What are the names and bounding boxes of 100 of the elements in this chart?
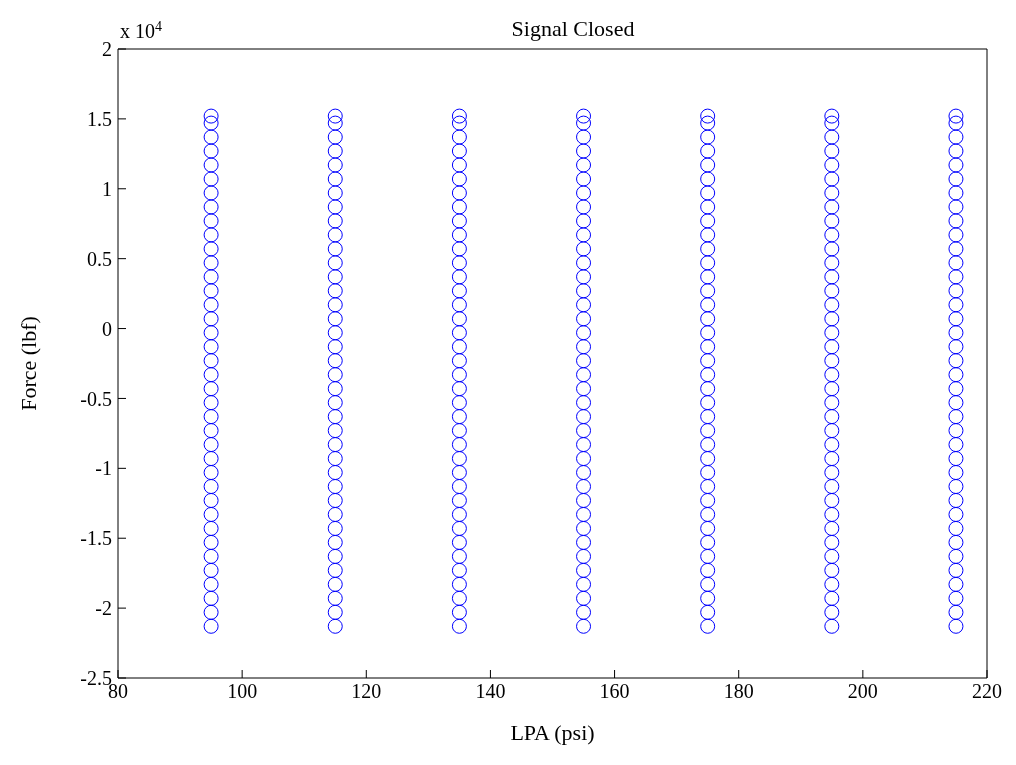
point	[451, 157, 467, 173]
point	[203, 227, 219, 243]
point	[700, 255, 716, 271]
point	[948, 325, 964, 341]
point	[451, 506, 467, 522]
point	[576, 409, 592, 425]
point	[203, 423, 219, 439]
point	[203, 409, 219, 425]
point	[948, 479, 964, 494]
point	[327, 171, 343, 187]
point	[203, 108, 219, 124]
point	[451, 143, 467, 159]
point	[948, 437, 964, 453]
point	[576, 492, 592, 508]
point	[327, 311, 343, 327]
point	[824, 548, 840, 564]
point	[700, 534, 716, 550]
point	[327, 548, 343, 564]
point	[948, 395, 964, 411]
point	[948, 465, 964, 481]
y-axis-title: Force (lbf)	[15, 316, 41, 411]
point	[700, 548, 716, 564]
point	[327, 506, 343, 522]
point	[576, 479, 592, 494]
point	[576, 311, 592, 327]
point	[700, 157, 716, 173]
y-tick-label: -1.5	[80, 527, 112, 550]
point	[948, 534, 964, 550]
point	[327, 339, 343, 355]
point	[576, 437, 592, 453]
point	[948, 241, 964, 257]
point	[576, 548, 592, 564]
point	[948, 108, 964, 124]
point	[327, 129, 343, 145]
point	[451, 353, 467, 369]
point	[451, 241, 467, 257]
point	[451, 437, 467, 453]
point	[824, 325, 840, 341]
point	[824, 465, 840, 481]
point	[327, 269, 343, 285]
point	[948, 115, 964, 131]
point	[203, 171, 219, 187]
point	[327, 604, 343, 620]
point	[824, 562, 840, 578]
point	[824, 367, 840, 383]
point	[700, 562, 716, 578]
point	[824, 395, 840, 411]
point	[948, 451, 964, 467]
point	[576, 297, 592, 313]
point	[451, 339, 467, 355]
point	[824, 283, 840, 299]
point	[700, 520, 716, 536]
point	[700, 325, 716, 341]
point	[576, 367, 592, 383]
chart-title: Signal Closed	[511, 16, 635, 41]
point	[576, 423, 592, 439]
point	[203, 562, 219, 578]
point	[203, 255, 219, 271]
point	[700, 185, 716, 201]
point	[576, 283, 592, 299]
point	[700, 269, 716, 285]
point	[576, 451, 592, 467]
y-tick-label: -2	[95, 597, 112, 620]
point	[203, 590, 219, 606]
point	[948, 381, 964, 397]
point	[451, 297, 467, 313]
point	[824, 269, 840, 285]
x-tick-label: 180	[723, 680, 754, 703]
point	[451, 534, 467, 550]
point	[948, 255, 964, 271]
point	[824, 157, 840, 173]
point	[576, 465, 592, 481]
point	[327, 437, 343, 453]
point	[948, 618, 964, 634]
point	[203, 269, 219, 285]
point	[451, 171, 467, 187]
point	[203, 297, 219, 313]
point	[451, 451, 467, 467]
point	[824, 604, 840, 620]
point	[700, 311, 716, 327]
point	[824, 423, 840, 439]
point	[824, 506, 840, 522]
point	[576, 171, 592, 187]
point	[576, 353, 592, 369]
point	[948, 576, 964, 592]
point	[327, 255, 343, 271]
point	[700, 241, 716, 257]
point	[948, 283, 964, 299]
point	[203, 367, 219, 383]
x-tick-label: 100	[227, 680, 258, 703]
point	[576, 143, 592, 159]
point	[327, 241, 343, 257]
point	[700, 409, 716, 425]
point	[327, 534, 343, 550]
point	[576, 108, 592, 124]
point	[948, 185, 964, 201]
point	[451, 465, 467, 481]
point	[576, 506, 592, 522]
point	[700, 115, 716, 131]
point	[576, 227, 592, 243]
